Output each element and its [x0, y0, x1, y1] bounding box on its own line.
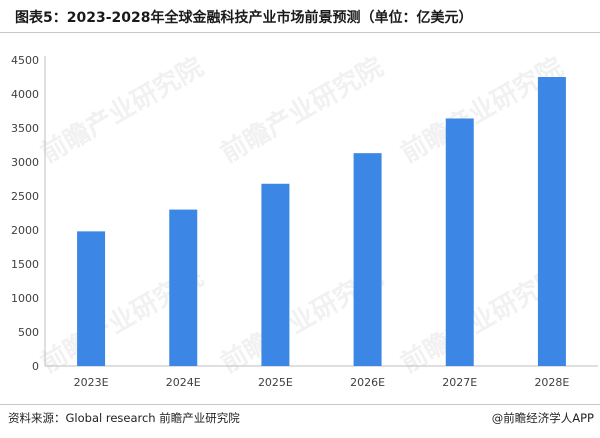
- bar-chart: 0 500 1000 1500 2000 2500 3000 3500 4000 4500 2023…: [11, 54, 598, 389]
- x-tick-label: 2028E: [534, 376, 569, 389]
- x-tick-label: 2024E: [166, 376, 201, 389]
- footer-divider: [0, 404, 600, 405]
- y-tick-label: 3500: [11, 122, 39, 135]
- bar-2024E: [169, 209, 198, 366]
- y-tick-label: 2500: [11, 190, 39, 203]
- x-tick-label: 2023E: [74, 376, 109, 389]
- bar-2026E: [353, 153, 382, 366]
- bar-2025E: [261, 183, 290, 366]
- y-tick-label: 3000: [11, 156, 39, 169]
- x-tick-label: 2025E: [258, 376, 293, 389]
- y-tick-label: 4000: [11, 88, 39, 101]
- y-tick-label: 4500: [11, 54, 39, 67]
- bar-2027E: [445, 118, 474, 366]
- y-tick-label: 500: [18, 326, 39, 339]
- x-tick-label: 2026E: [350, 376, 385, 389]
- y-tick-label: 2000: [11, 224, 39, 237]
- x-tick-label: 2027E: [442, 376, 477, 389]
- credit-note: @前瞻经济学人APP: [491, 411, 594, 425]
- y-tick-label: 1500: [11, 258, 39, 271]
- source-note: 资料来源：Global research 前瞻产业研究院: [8, 411, 240, 425]
- y-tick-label: 1000: [11, 292, 39, 305]
- bar-2028E: [537, 77, 566, 366]
- y-tick-label: 0: [32, 360, 39, 373]
- chart-title: 图表5：2023-2028年全球金融科技产业市场前景预测（单位：亿美元）: [15, 10, 473, 26]
- bar-2023E: [77, 231, 106, 366]
- title-divider: [0, 32, 600, 33]
